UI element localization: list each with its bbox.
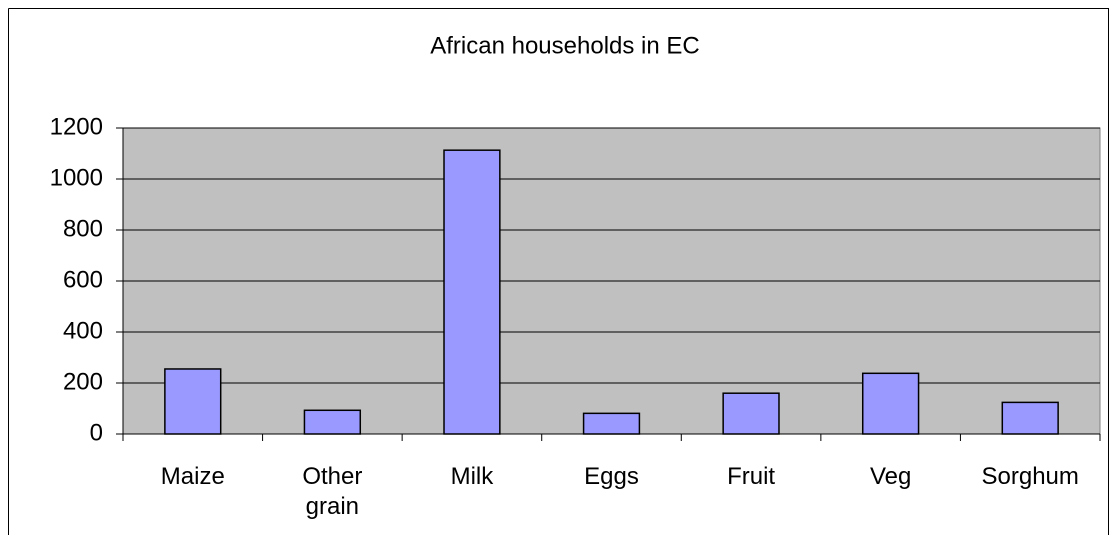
- x-tick-label: Veg: [869, 463, 912, 490]
- y-tick-label: 1200: [50, 113, 103, 140]
- x-tick-label: Fruit: [727, 463, 776, 490]
- y-tick-label: 0: [90, 419, 103, 446]
- x-tick-label: Milk: [450, 463, 494, 490]
- x-tick-label: Sorghum: [981, 463, 1079, 490]
- y-tick-label: 400: [63, 317, 103, 344]
- x-tick-label: Other grain: [302, 463, 363, 520]
- y-tick-label: 200: [63, 368, 103, 395]
- y-tick-label: 600: [63, 266, 103, 293]
- x-tick-label: Maize: [160, 463, 225, 490]
- y-tick-label: 800: [63, 215, 103, 242]
- bar: [1001, 401, 1059, 435]
- bar: [164, 368, 222, 435]
- bar: [582, 412, 641, 435]
- y-tick-label: 1000: [50, 164, 103, 191]
- bar: [861, 372, 920, 435]
- chart-title: African households in EC: [430, 32, 699, 59]
- bar: [722, 392, 780, 435]
- x-tick-label: Eggs: [584, 463, 639, 490]
- bar: [303, 409, 362, 435]
- bar: [443, 149, 501, 435]
